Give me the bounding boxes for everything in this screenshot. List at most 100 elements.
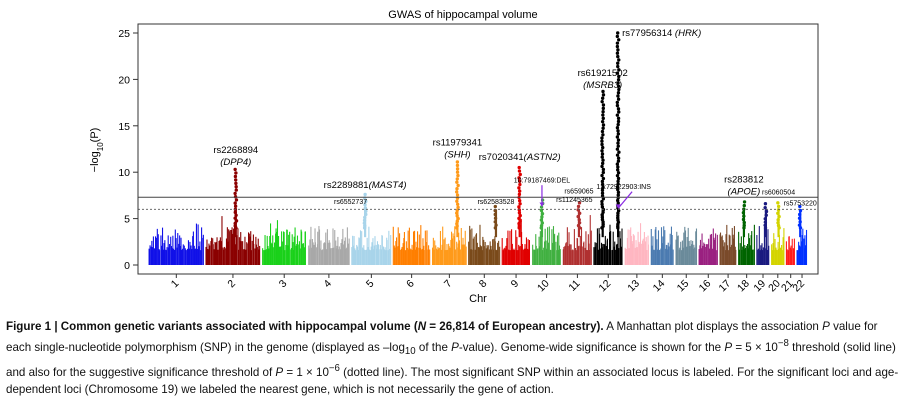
x-tick-label: 17 bbox=[716, 278, 733, 295]
snp-point bbox=[600, 99, 604, 104]
caption-text: A Manhattan plot displays the associatio… bbox=[603, 320, 823, 333]
annotation-label: rs6552737 bbox=[334, 199, 367, 206]
snp-point bbox=[455, 214, 459, 218]
snp-point bbox=[615, 113, 620, 117]
snp-point bbox=[233, 224, 237, 228]
annotation-gene: (APOE) bbox=[728, 186, 761, 197]
snp-point bbox=[601, 167, 606, 172]
snp-point bbox=[615, 147, 620, 151]
snp-point bbox=[616, 107, 621, 111]
snp-point bbox=[233, 201, 237, 205]
snp-point bbox=[616, 116, 621, 121]
snp-point bbox=[493, 216, 498, 220]
snp-point bbox=[776, 221, 780, 225]
annotation: rs2268894(DPP4) bbox=[213, 145, 258, 168]
snp-point bbox=[741, 217, 746, 222]
annotation-label: rs11979341 bbox=[433, 137, 482, 148]
snp-point bbox=[798, 204, 802, 209]
snp-point bbox=[517, 211, 522, 215]
snp-point bbox=[600, 182, 605, 187]
snp-point bbox=[764, 213, 768, 217]
snp-point bbox=[517, 199, 522, 203]
snp-point bbox=[233, 221, 237, 226]
snp-point bbox=[742, 203, 746, 208]
caption-title: Figure 1 | Common genetic variants assoc… bbox=[6, 320, 418, 333]
x-tick-label: 12 bbox=[597, 278, 614, 295]
snp-point bbox=[517, 205, 521, 209]
snp-point bbox=[615, 71, 620, 75]
caption-text: = 1 × 10 bbox=[283, 366, 329, 380]
snp-point bbox=[600, 191, 605, 195]
snp-point bbox=[234, 171, 238, 175]
snp-point bbox=[234, 181, 238, 186]
annotation: rs6552737 bbox=[334, 199, 367, 206]
snp-point bbox=[455, 170, 460, 174]
snp-point bbox=[362, 218, 367, 223]
snp-point bbox=[600, 142, 604, 147]
annotation-label: rs11245365 bbox=[556, 197, 593, 204]
snp-point bbox=[742, 200, 747, 204]
snp-point bbox=[601, 116, 605, 121]
snp-point bbox=[234, 198, 239, 202]
snp-point bbox=[601, 185, 605, 190]
peak-chr19 bbox=[763, 202, 769, 238]
chrom-3-points bbox=[262, 220, 306, 265]
snp-point bbox=[615, 103, 620, 108]
snp-point bbox=[763, 202, 768, 206]
snp-point bbox=[798, 226, 803, 230]
snp-point bbox=[763, 205, 767, 210]
y-axis-label: −log10(P) bbox=[89, 128, 105, 173]
chrom-2-points bbox=[205, 216, 261, 265]
annotation-gene: (SHH) bbox=[444, 149, 470, 160]
peak-chr5 bbox=[362, 192, 368, 238]
snp-point bbox=[600, 129, 605, 134]
snp-point bbox=[600, 217, 605, 222]
snp-point bbox=[455, 193, 460, 197]
snp-point bbox=[517, 176, 521, 180]
annotation-label: rs2289881(MAST4) bbox=[324, 180, 407, 191]
snp-point bbox=[615, 44, 620, 49]
snp-point bbox=[616, 94, 620, 98]
annotation: rs11245365 bbox=[556, 197, 593, 204]
caption-text: of the bbox=[415, 340, 452, 354]
snp-point bbox=[776, 218, 780, 222]
peak-chr9 bbox=[517, 165, 522, 238]
annotation-label: rs659065 bbox=[564, 189, 593, 196]
snp-point bbox=[600, 96, 605, 100]
caption-p: P bbox=[451, 340, 459, 354]
caption-p: P bbox=[275, 366, 284, 380]
snp-point bbox=[797, 223, 802, 227]
x-tick-label: 2 bbox=[225, 278, 238, 291]
snp-point bbox=[616, 176, 621, 181]
snp-point bbox=[364, 209, 368, 213]
annotation-label: rs283812 bbox=[724, 174, 764, 185]
snp-point bbox=[616, 81, 620, 85]
peak-chr8 bbox=[493, 204, 498, 238]
snp-point bbox=[742, 220, 746, 225]
snp-point bbox=[601, 103, 606, 107]
snp-point bbox=[233, 195, 238, 199]
snp-point bbox=[455, 180, 459, 184]
snp-point bbox=[616, 201, 620, 205]
chrom-7-points bbox=[431, 226, 467, 265]
snp-point bbox=[363, 224, 367, 228]
chrom-13-points bbox=[624, 223, 649, 265]
x-tick-label: 18 bbox=[735, 278, 752, 295]
snp-point bbox=[600, 152, 605, 156]
snp-point bbox=[493, 220, 497, 224]
snp-point bbox=[455, 202, 460, 207]
annotation-gene: (HRK) bbox=[675, 28, 701, 39]
snp-point bbox=[576, 223, 581, 228]
snp-point bbox=[601, 158, 605, 162]
snp-point bbox=[615, 51, 620, 55]
chrom-16-points bbox=[698, 228, 718, 265]
annotation-label: rs61921502 bbox=[578, 68, 628, 79]
annotation-label: 10:79187469:DEL bbox=[514, 177, 571, 184]
caption-text: value for each single-nucleotide polymor… bbox=[6, 320, 878, 354]
snp-point bbox=[517, 189, 522, 193]
snp-point bbox=[363, 206, 368, 210]
snp-point bbox=[576, 204, 581, 209]
x-tick-label: 11 bbox=[566, 278, 582, 294]
snp-point bbox=[601, 210, 605, 214]
